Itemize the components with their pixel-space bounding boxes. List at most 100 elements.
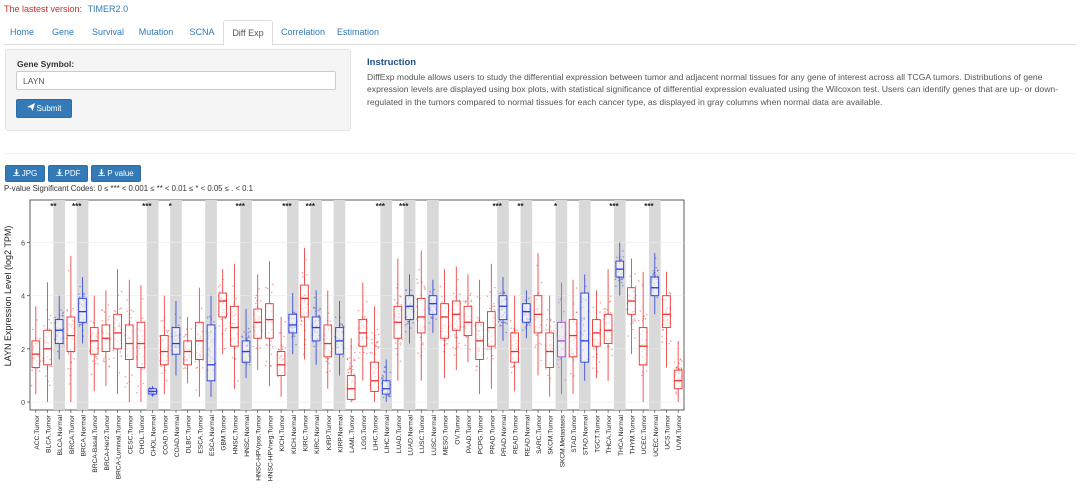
data-point [417,352,419,354]
data-point [512,366,514,368]
data-point [247,336,249,339]
download-pvalue-button[interactable]: P value [91,165,141,182]
tab-home[interactable]: Home [9,27,34,37]
tab-mutation[interactable]: Mutation [138,27,174,37]
data-point [553,330,555,332]
data-point [247,331,250,334]
data-point [30,384,33,387]
data-point [54,316,57,319]
data-point [132,310,135,313]
version-notice: The lastest version: TIMER2.0 [4,4,128,14]
data-point [51,365,53,368]
normal-column-shade [380,200,393,410]
data-point [96,357,98,360]
data-point [606,308,608,311]
x-tick-label: THYM.Tumor [629,414,636,454]
data-point [643,315,645,318]
tab-correlation[interactable]: Correlation [280,27,326,37]
box [545,332,555,368]
data-point [655,266,658,269]
data-point [492,357,494,360]
x-tick-label: BRCA.Tumor [69,414,76,454]
significance-mark: *** [399,202,409,211]
data-point [504,321,507,324]
data-point [439,285,442,288]
data-point [493,309,496,311]
data-point [596,353,599,356]
x-tick-label: BRCA-Luminal.Tumor [116,414,123,479]
data-point [609,311,612,314]
download-jpg-button[interactable]: JPG [5,165,45,182]
box [113,313,122,350]
data-point [369,351,372,354]
data-point [486,348,489,350]
data-point [282,348,284,351]
data-point [678,368,680,370]
download-pdf-button[interactable]: PDF [48,165,88,182]
data-point [254,302,257,305]
data-point [546,309,549,311]
data-point [72,307,74,310]
data-point [423,285,426,287]
tab-estimation[interactable]: Estimation [336,27,380,37]
data-point [195,367,198,370]
data-point [399,360,402,362]
tab-survival[interactable]: Survival [91,27,124,37]
data-point [49,314,52,317]
version-link[interactable]: TIMER2.0 [87,4,129,14]
tab-scna[interactable]: SCNA [189,27,215,37]
x-tick-label: PRAD.Normal [501,414,508,456]
gene-symbol-input[interactable] [16,71,336,90]
data-point [126,310,128,312]
x-tick-label: THCA.Tumor [606,414,613,453]
data-point [295,343,297,346]
data-point [634,319,636,322]
data-point [143,367,146,370]
data-point [675,366,678,369]
data-point [632,320,634,322]
data-point [114,310,117,313]
data-point [503,291,505,294]
data-point [243,331,245,333]
tab-gene[interactable]: Gene [51,27,75,37]
data-point [113,357,115,360]
box [78,297,87,323]
significance-codes: P-value Significant Codes: 0 ≤ *** < 0.0… [4,184,254,193]
data-point [80,323,82,326]
data-point [374,345,377,348]
data-point [657,269,659,272]
x-tick-label: LIHC.Tumor [373,414,380,450]
data-point [637,319,640,322]
data-point [352,373,355,375]
data-point [553,320,555,323]
data-point [446,343,449,345]
data-point [383,366,386,368]
significance-mark: *** [72,202,82,211]
data-point [348,365,351,367]
box [300,284,309,318]
x-tick-label: TGCT.Tumor [594,414,601,453]
x-tick-label: BRCA.Normal [81,414,88,456]
data-point [509,319,512,322]
data-point [620,278,622,281]
data-point [224,317,226,319]
x-tick-label: BRCA-Her2.Tumor [104,414,111,470]
x-tick-label: ESCA.Normal [209,414,216,456]
data-point [610,295,612,298]
tab-diff-exp[interactable]: Diff Exp [223,20,273,46]
data-point [388,394,390,396]
data-point [278,332,281,334]
data-point [676,366,678,368]
data-point [224,347,226,350]
data-point [456,336,459,339]
data-point [497,320,500,323]
data-point [396,287,398,289]
submit-label: Submit [36,104,62,113]
data-point [378,345,380,348]
data-point [611,348,613,351]
data-point [376,345,378,348]
submit-button[interactable]: Submit [16,99,72,118]
data-point [559,358,562,360]
data-point [680,367,683,369]
x-tick-label: BLCA.Normal [57,414,64,455]
